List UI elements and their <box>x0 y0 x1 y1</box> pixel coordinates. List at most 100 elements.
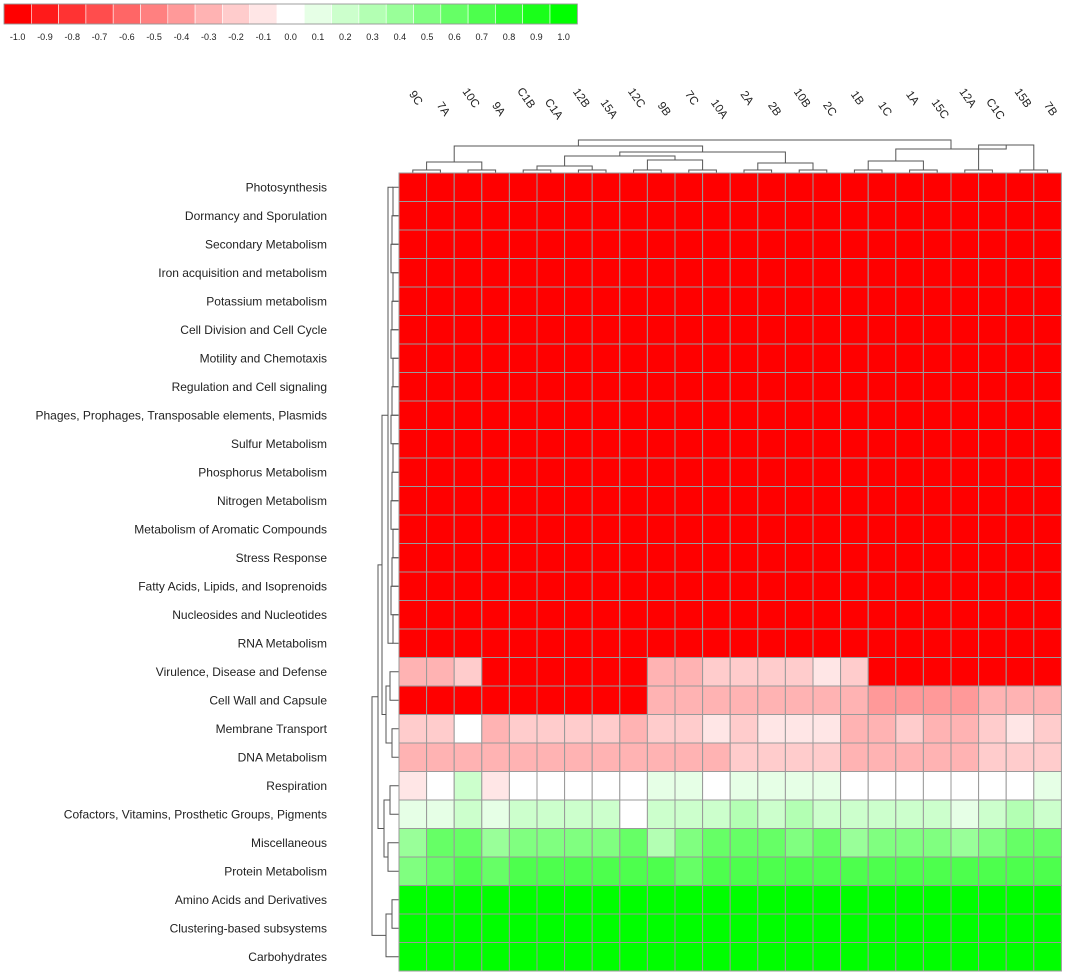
legend-tick-label: 0.4 <box>394 32 407 42</box>
column-label: C1B <box>514 86 537 111</box>
heatmap-cell <box>564 429 593 459</box>
row-label: Amino Acids and Derivatives <box>175 893 327 907</box>
heatmap-cell <box>398 942 428 972</box>
heatmap-cell <box>536 343 566 373</box>
legend-swatch <box>276 3 305 25</box>
heatmap-cell <box>840 942 869 972</box>
heatmap-cell <box>426 400 455 430</box>
heatmap-cell <box>840 913 869 943</box>
heatmap-cell <box>619 942 648 972</box>
heatmap-cell <box>1033 828 1062 858</box>
row-label: Membrane Transport <box>216 722 328 736</box>
heatmap-cell <box>950 372 980 402</box>
heatmap-cell <box>398 600 428 630</box>
heatmap-cell <box>508 913 538 943</box>
heatmap-cell <box>895 400 924 430</box>
legend-swatch <box>112 3 141 25</box>
row-label: Iron acquisition and metabolism <box>158 266 327 280</box>
heatmap-cell <box>1033 372 1062 402</box>
heatmap-cell <box>729 742 759 772</box>
heatmap-cell <box>481 856 510 886</box>
heatmap-cell <box>867 343 897 373</box>
heatmap-cell <box>1033 486 1062 516</box>
heatmap-cell <box>426 457 455 487</box>
heatmap-cell <box>646 571 676 601</box>
heatmap-cell <box>895 828 924 858</box>
heatmap-cell <box>867 372 897 402</box>
column-label: 2A <box>738 89 756 108</box>
row-label: Photosynthesis <box>246 180 327 194</box>
legend-swatch <box>331 3 360 25</box>
row-label: Virulence, Disease and Defense <box>156 665 328 679</box>
heatmap-cell <box>840 315 869 345</box>
heatmap-cell <box>978 714 1007 744</box>
heatmap-cell <box>619 201 648 231</box>
heatmap-cell <box>895 429 924 459</box>
heatmap-cell <box>784 543 814 573</box>
heatmap-cell <box>757 571 786 601</box>
heatmap-cell <box>702 400 731 430</box>
heatmap-cell <box>978 486 1007 516</box>
heatmap-cell <box>453 457 483 487</box>
heatmap-cell <box>867 457 897 487</box>
heatmap-cell <box>950 828 980 858</box>
heatmap-cell <box>1005 771 1035 801</box>
heatmap-cell <box>646 600 676 630</box>
heatmap-cell <box>674 258 704 288</box>
heatmap-cell <box>1033 286 1062 316</box>
heatmap-cell <box>398 828 428 858</box>
heatmap-cell <box>950 942 980 972</box>
heatmap-cell <box>646 514 676 544</box>
row-label: Regulation and Cell signaling <box>172 380 327 394</box>
heatmap-cell <box>536 571 566 601</box>
heatmap-cell <box>481 913 510 943</box>
heatmap-cell <box>619 742 648 772</box>
heatmap-cell <box>702 229 731 259</box>
heatmap-cell <box>729 372 759 402</box>
heatmap-cell <box>398 742 428 772</box>
heatmap-cell <box>922 514 952 544</box>
heatmap-cell <box>1005 486 1035 516</box>
heatmap-cell <box>1005 742 1035 772</box>
heatmap-cell <box>978 543 1007 573</box>
heatmap-cell <box>453 229 483 259</box>
heatmap-cell <box>978 600 1007 630</box>
heatmap-cell <box>398 400 428 430</box>
heatmap-cell <box>729 628 759 658</box>
heatmap-cell <box>508 742 538 772</box>
heatmap-cell <box>481 685 510 715</box>
heatmap-cell <box>784 942 814 972</box>
heatmap-cell <box>922 799 952 829</box>
heatmap-cell <box>481 315 510 345</box>
row-label: Carbohydrates <box>248 950 327 964</box>
heatmap-cell <box>1005 856 1035 886</box>
legend-swatch <box>140 3 169 25</box>
heatmap-cell <box>757 400 786 430</box>
row-dendrogram <box>371 186 399 958</box>
heatmap-cell <box>978 400 1007 430</box>
heatmap-cell <box>895 486 924 516</box>
column-dendrogram-link <box>536 165 593 170</box>
heatmap-cell <box>646 828 676 858</box>
heatmap-cell <box>978 429 1007 459</box>
heatmap-cell <box>784 400 814 430</box>
legend-tick-label: 0.9 <box>530 32 543 42</box>
row-label: Nucleosides and Nucleotides <box>172 608 327 622</box>
heatmap-cell <box>840 400 869 430</box>
heatmap-cell <box>702 856 731 886</box>
heatmap-cell <box>784 628 814 658</box>
heatmap-cell <box>950 343 980 373</box>
heatmap-cell <box>508 429 538 459</box>
heatmap-cell <box>619 771 648 801</box>
heatmap-cell <box>895 457 924 487</box>
heatmap-cell <box>1033 856 1062 886</box>
heatmap-cell <box>729 514 759 544</box>
heatmap-cell <box>702 514 731 544</box>
heatmap-cell <box>564 457 593 487</box>
heatmap-cell <box>646 172 676 202</box>
heatmap-cell <box>702 828 731 858</box>
heatmap-cell <box>508 600 538 630</box>
heatmap-cell <box>536 400 566 430</box>
heatmap-cell <box>674 942 704 972</box>
heatmap-cell <box>840 372 869 402</box>
